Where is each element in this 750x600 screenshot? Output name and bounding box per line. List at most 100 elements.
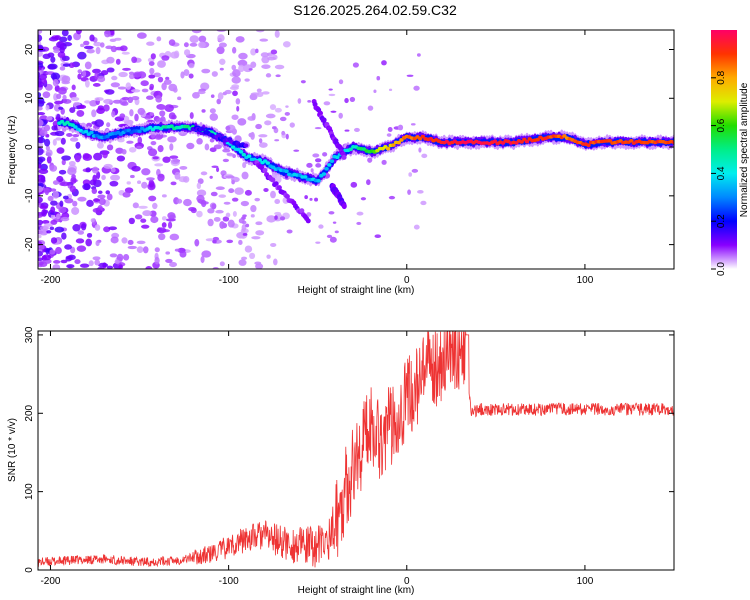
spectrogram-noise-blob — [98, 262, 109, 268]
spectrogram-noise-blob — [94, 224, 101, 231]
spectrogram-noise-blob — [56, 147, 65, 154]
spectrogram-noise-blob — [128, 217, 135, 225]
spectrogram-noise-blob — [62, 94, 67, 101]
spectrogram-noise-blob — [255, 123, 262, 130]
spectrogram-noise-blob — [349, 96, 356, 103]
spectrogram-noise-blob — [408, 172, 413, 177]
spectrogram-noise-blob — [196, 210, 203, 218]
spectrogram-noise-blob — [180, 71, 185, 79]
spectrogram-noise-blob — [169, 233, 180, 241]
spectrogram-ridge-segment — [391, 143, 396, 147]
spectrogram-noise-blob — [60, 259, 68, 264]
spectrogram-branch-blob — [270, 177, 276, 183]
spectrogram-noise-blob — [293, 149, 300, 152]
spectrogram-noise-blob — [154, 256, 160, 265]
spectrogram-noise-blob — [54, 35, 62, 41]
spectrogram-noise-blob — [244, 78, 250, 82]
spectrogram-noise-blob — [126, 181, 131, 185]
spectrogram-noise-blob — [367, 105, 374, 111]
spectrogram-ridge-segment — [535, 137, 540, 142]
spectrogram-ridge-segment — [265, 161, 271, 165]
spectrogram-noise-blob — [50, 200, 58, 206]
colorbar: 0.0 0.2 0.4 0.6 0.8 Normalized spectral ampl… — [711, 30, 750, 276]
spectrogram-noise-blob — [66, 264, 75, 269]
spectrogram-noise-blob — [38, 50, 43, 57]
spectrogram-noise-blob — [77, 69, 83, 74]
spectrogram-noise-blob — [67, 34, 72, 41]
spectrogram-noise-blob — [274, 30, 280, 38]
spectrogram-noise-blob — [64, 197, 74, 204]
spectrogram-noise-blob — [38, 234, 42, 239]
snr-marks — [38, 331, 674, 568]
spectrogram-noise-blob — [147, 148, 158, 157]
spectrogram-noise-blob — [154, 163, 164, 167]
spectrogram-noise-blob — [264, 120, 272, 126]
spectrogram-noise-blob — [255, 230, 265, 236]
spectrogram-noise-blob — [54, 130, 65, 137]
spectrogram-noise-blob — [223, 201, 231, 205]
spectrogram-noise-blob — [248, 68, 253, 71]
spectrogram-ridge-segment — [105, 134, 110, 139]
spectrogram-noise-blob — [194, 238, 200, 247]
colorbar-ticks: 0.0 0.2 0.4 0.6 0.8 — [711, 70, 727, 276]
spectrogram-noise-blob — [261, 55, 270, 64]
spectrogram-noise-blob — [360, 197, 367, 201]
spectrogram-noise-blob — [56, 41, 65, 49]
spectrogram-noise-blob — [145, 266, 153, 269]
spectrogram-noise-blob — [219, 261, 225, 267]
spectrogram-ridge-segment — [73, 125, 78, 129]
spectrogram-noise-blob — [270, 190, 276, 199]
spectrogram-noise-blob — [50, 188, 57, 192]
spectrogram-noise-blob — [204, 143, 210, 151]
spectrogram-ridge-segment — [524, 139, 530, 144]
spectrogram-noise-blob — [209, 108, 216, 114]
spectrogram-noise-blob — [150, 132, 155, 139]
spectrogram-noise-blob — [338, 79, 344, 85]
spectrogram-noise-blob — [328, 88, 333, 91]
spectrogram-noise-blob — [418, 147, 422, 153]
spectrogram-noise-blob — [176, 198, 183, 204]
spectrogram-noise-blob — [92, 256, 101, 261]
spectrogram-ridge-segment — [303, 175, 308, 179]
spectrogram-noise-blob — [397, 124, 404, 131]
spectrogram-noise-blob — [215, 209, 224, 214]
spectrogram-ridge-segment — [671, 140, 674, 145]
spectrogram-noise-blob — [307, 100, 312, 103]
spectrogram-noise-blob — [210, 191, 218, 197]
spectrogram-noise-blob — [170, 51, 179, 59]
spectrogram-noise-blob — [218, 42, 227, 48]
spectrogram-noise-blob — [121, 101, 129, 106]
spectrogram-noise-blob — [148, 61, 155, 67]
spectrogram-noise-blob — [62, 63, 71, 67]
spectrogram-noise-blob — [258, 134, 268, 138]
spectrogram-noise-blob — [111, 110, 116, 118]
spectrogram-noise-blob — [38, 66, 42, 71]
spectrogram-noise-blob — [84, 100, 91, 104]
spectrogram-noise-blob — [274, 211, 282, 216]
spectrogram-noise-blob — [255, 48, 259, 54]
spectrogram-noise-blob — [249, 252, 256, 260]
spectrogram-noise-blob — [174, 171, 181, 180]
spectrogram-noise-blob — [52, 138, 57, 146]
spectrogram-ridge-segment — [83, 129, 89, 134]
spectrogram-noise-blob — [106, 265, 114, 269]
spectrogram-noise-blob — [189, 112, 194, 119]
spectrogram-ridge-segment — [284, 169, 289, 174]
y-tick-label: -20 — [24, 237, 35, 252]
spectrogram-noise-blob — [284, 111, 290, 116]
spectrogram-noise-blob — [212, 239, 217, 244]
spectrogram-ridge-segment — [236, 147, 241, 152]
spectrogram-noise-blob — [250, 48, 257, 56]
spectrogram-noise-blob — [57, 51, 66, 58]
spectrogram-noise-blob — [153, 72, 161, 78]
spectrogram-noise-blob — [420, 200, 427, 206]
spectrogram-noise-blob — [59, 181, 70, 187]
spectrogram-noise-blob — [332, 221, 337, 224]
x-tick-label: -200 — [40, 576, 60, 587]
spectrogram-branch-blob — [284, 193, 290, 199]
spectrogram-noise-blob — [232, 46, 237, 54]
spectrogram-noise-blob — [367, 157, 373, 163]
spectrogram-noise-blob — [165, 251, 171, 255]
spectrogram-noise-blob — [55, 137, 62, 141]
